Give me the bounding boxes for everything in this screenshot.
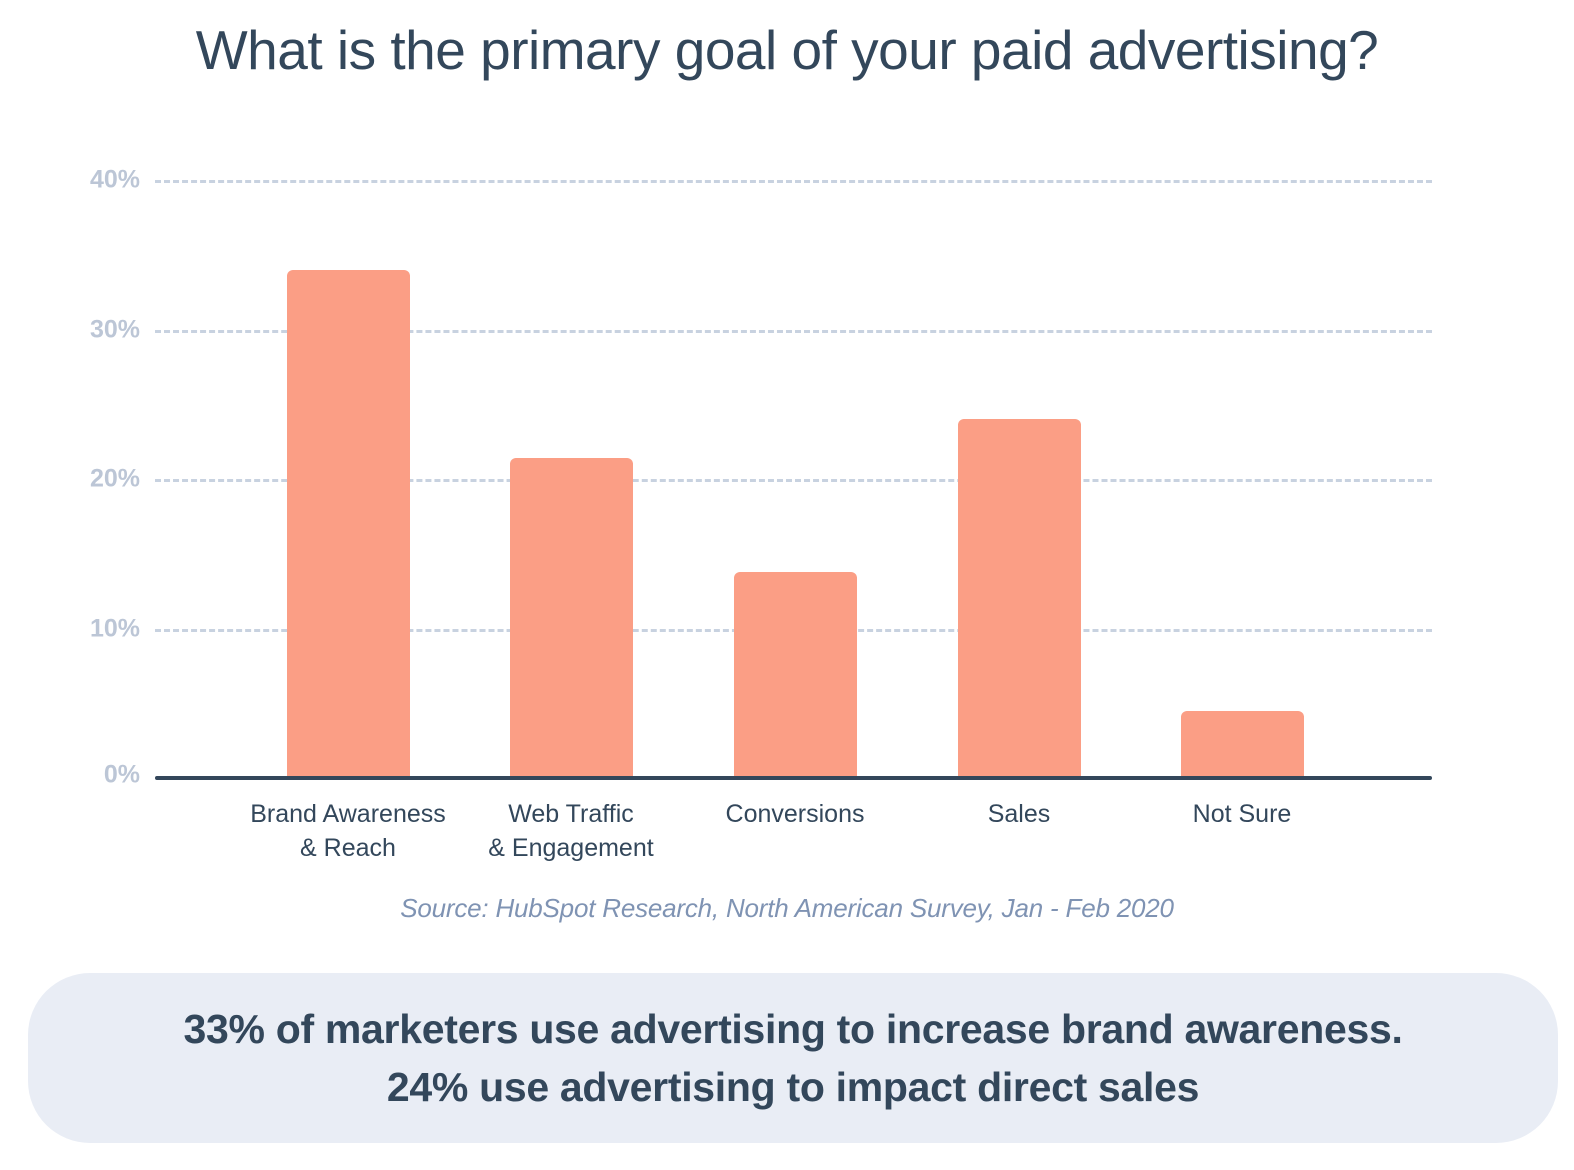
x-label-conversions: Conversions xyxy=(645,798,945,832)
callout-line-2: 24% use advertising to impact direct sal… xyxy=(386,1064,1200,1110)
x-label-line-2: & Engagement xyxy=(488,833,654,862)
callout-banner: 33% of marketers use advertising to incr… xyxy=(28,973,1558,1143)
x-label-brand-awareness-reach: Brand Awareness & Reach xyxy=(198,798,498,866)
gridline-40 xyxy=(155,180,1432,183)
x-label-line-1: Conversions xyxy=(725,800,865,828)
x-axis-line xyxy=(155,776,1432,780)
x-label-line-1: Sales xyxy=(987,800,1051,828)
x-label-line-1: Brand Awareness xyxy=(250,800,446,828)
bar-brand-awareness-reach[interactable] xyxy=(287,270,410,778)
gridline-20 xyxy=(155,479,1432,482)
y-tick-label-0: 0% xyxy=(103,760,140,789)
callout-line-1: 33% of marketers use advertising to incr… xyxy=(183,1005,1403,1052)
x-label-sales: Sales xyxy=(869,798,1169,832)
page-title: What is the primary goal of your paid ad… xyxy=(195,19,1379,81)
x-label-web-traffic-engagement: Web Traffic & Engagement xyxy=(421,798,721,866)
bar-not-sure[interactable] xyxy=(1181,711,1304,778)
bar-sales[interactable] xyxy=(958,419,1081,778)
y-tick-label-40: 40% xyxy=(89,165,140,194)
source-note: Source: HubSpot Research, North American… xyxy=(400,893,1174,923)
y-tick-label-20: 20% xyxy=(89,464,140,493)
plot-area xyxy=(155,180,1432,778)
y-tick-label-30: 30% xyxy=(89,315,140,343)
gridline-30 xyxy=(155,329,1432,333)
callout-text: 33% of marketers use advertising to incr… xyxy=(183,1000,1402,1116)
bar-web-traffic-engagement[interactable] xyxy=(510,458,633,778)
x-label-not-sure: Not Sure xyxy=(1092,798,1392,832)
x-label-line-2: & Reach xyxy=(300,833,396,862)
bar-conversions[interactable] xyxy=(734,572,857,778)
x-label-line-1: Not Sure xyxy=(1192,800,1292,828)
x-label-line-1: Web Traffic xyxy=(508,800,634,828)
y-tick-label-10: 10% xyxy=(89,614,140,642)
